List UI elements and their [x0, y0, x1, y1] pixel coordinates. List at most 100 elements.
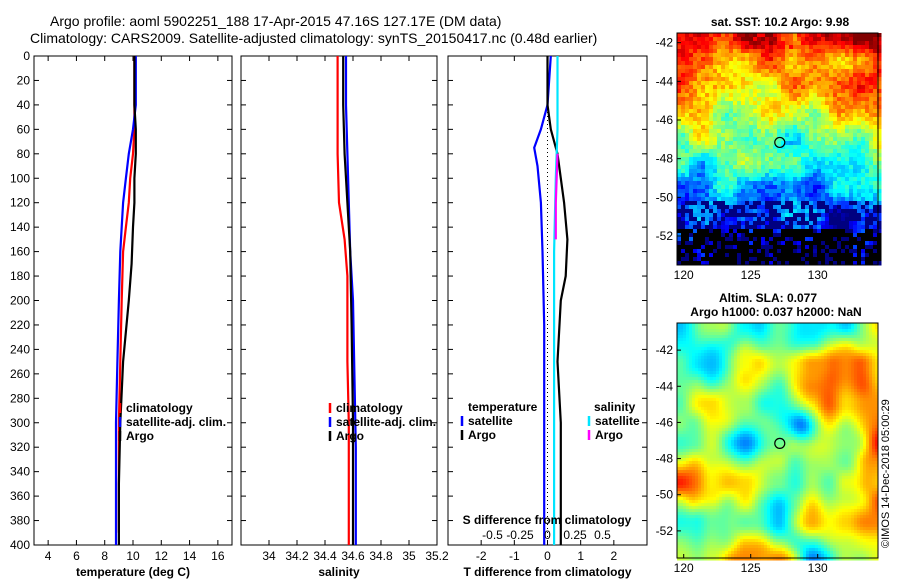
map-cell	[749, 133, 754, 138]
map-cell	[769, 257, 774, 262]
map-cell	[677, 177, 682, 182]
map-cell	[813, 125, 818, 130]
map-cell	[824, 377, 828, 381]
map-cell	[825, 189, 830, 194]
map-cell	[830, 359, 834, 363]
map-cell	[697, 217, 702, 222]
map-cell	[719, 365, 723, 369]
map-cell	[824, 386, 828, 390]
map-cell	[776, 332, 780, 336]
map-cell	[769, 177, 774, 182]
map-cell	[729, 241, 734, 246]
map-cell	[773, 53, 778, 58]
map-cell	[693, 205, 698, 210]
map-cell	[865, 205, 870, 210]
map-cell	[785, 189, 790, 194]
map-cell	[741, 153, 746, 158]
map-cell	[770, 371, 774, 375]
map-cell	[863, 365, 867, 369]
map-cell	[725, 344, 729, 348]
map-cell	[857, 353, 861, 357]
map-cell	[765, 185, 770, 190]
map-cell	[788, 380, 792, 384]
map-cell	[837, 45, 842, 50]
map-cell	[841, 193, 846, 198]
map-cell	[842, 347, 846, 351]
map-cell	[865, 185, 870, 190]
map-cell	[849, 125, 854, 130]
map-cell	[685, 101, 690, 106]
map-cell	[767, 350, 771, 354]
map-cell	[817, 113, 822, 118]
map-cell	[812, 380, 816, 384]
map-cell	[749, 205, 754, 210]
map-cell	[861, 193, 866, 198]
map-cell	[779, 332, 783, 336]
map-cell	[743, 389, 747, 393]
map-cell	[785, 398, 789, 402]
map-cell	[769, 173, 774, 178]
map-cell	[841, 41, 846, 46]
map-cell	[853, 189, 858, 194]
map-cell	[773, 359, 777, 363]
map-cell	[725, 197, 730, 202]
map-cell	[701, 49, 706, 54]
map-cell	[713, 350, 717, 354]
map-cell	[812, 341, 816, 345]
map-cell	[741, 225, 746, 230]
map-cell	[781, 245, 786, 250]
map-cell	[877, 149, 882, 154]
map-cell	[836, 395, 840, 399]
map-cell	[873, 73, 878, 78]
map-cell	[849, 57, 854, 62]
map-cell	[733, 253, 738, 258]
s-tick-label: 0	[544, 528, 551, 542]
map-cell	[791, 386, 795, 390]
map-cell	[785, 350, 789, 354]
map-cell	[821, 161, 826, 166]
map-cell	[813, 37, 818, 42]
map-cell	[824, 380, 828, 384]
map-cell	[809, 101, 814, 106]
map-cell	[683, 359, 687, 363]
map-cell	[728, 332, 732, 336]
map-cell	[677, 193, 682, 198]
map-cell	[861, 129, 866, 134]
map-cell	[785, 169, 790, 174]
map-cell	[866, 335, 870, 339]
map-cell	[817, 197, 822, 202]
map-cell	[677, 359, 681, 363]
map-cell	[803, 329, 807, 333]
map-cell	[728, 374, 732, 378]
map-cell	[722, 335, 726, 339]
map-cell	[741, 121, 746, 126]
map-cell	[836, 362, 840, 366]
map-cell	[813, 145, 818, 150]
map-cell	[685, 173, 690, 178]
map-cell	[851, 335, 855, 339]
map-cell	[861, 65, 866, 70]
map-cell	[781, 41, 786, 46]
map-cell	[698, 335, 702, 339]
map-cell	[833, 344, 837, 348]
map-cell	[695, 350, 699, 354]
map-cell	[733, 85, 738, 90]
map-cell	[752, 347, 756, 351]
map-cell	[797, 69, 802, 74]
map-cell	[717, 133, 722, 138]
map-cell	[782, 332, 786, 336]
map-cell	[861, 145, 866, 150]
map-cell	[813, 133, 818, 138]
map-cell	[849, 237, 854, 242]
map-cell	[809, 249, 814, 254]
map-cell	[860, 362, 864, 366]
map-cell	[839, 365, 843, 369]
map-cell	[757, 145, 762, 150]
map-cell	[805, 57, 810, 62]
map-cell	[761, 356, 765, 360]
map-cell	[773, 261, 778, 266]
map-cell	[705, 181, 710, 186]
map-cell	[793, 133, 798, 138]
map-cell	[873, 233, 878, 238]
map-cell	[865, 65, 870, 70]
